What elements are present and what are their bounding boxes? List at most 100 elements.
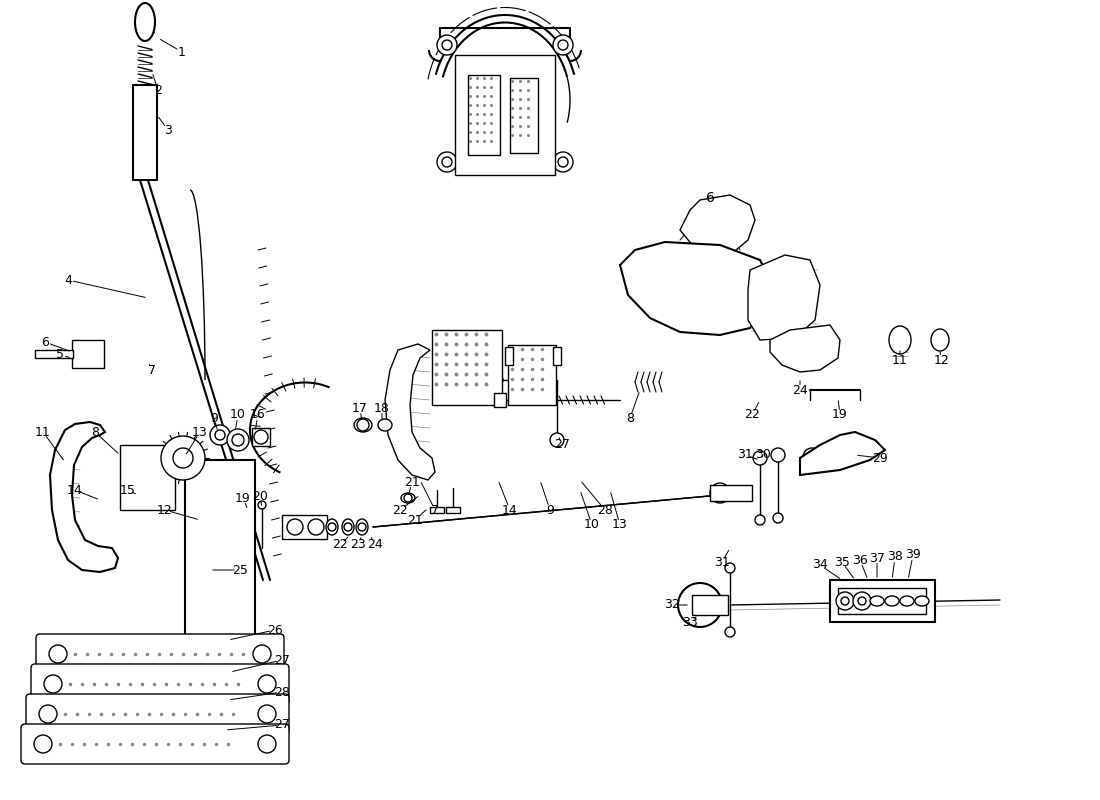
Circle shape	[344, 523, 352, 531]
Bar	[510, 78, 538, 153]
Ellipse shape	[402, 493, 415, 503]
Text: 21: 21	[407, 514, 422, 526]
Ellipse shape	[342, 519, 354, 535]
Bar	[430, 507, 444, 513]
Circle shape	[192, 582, 204, 594]
Bar	[72, 340, 104, 368]
Circle shape	[192, 617, 204, 629]
Text: 19: 19	[235, 491, 251, 505]
Circle shape	[173, 448, 192, 468]
Circle shape	[254, 430, 268, 444]
Text: 24: 24	[367, 538, 383, 551]
Bar	[185, 460, 255, 640]
Text: 25: 25	[232, 563, 248, 577]
Ellipse shape	[326, 519, 338, 535]
Text: 16: 16	[250, 409, 266, 422]
Bar	[553, 347, 561, 365]
Circle shape	[358, 523, 366, 531]
Text: 38: 38	[887, 550, 903, 563]
Text: 21: 21	[404, 475, 420, 489]
Circle shape	[437, 152, 456, 172]
Ellipse shape	[889, 326, 911, 354]
Circle shape	[192, 547, 204, 559]
Polygon shape	[385, 344, 435, 480]
Text: 22: 22	[392, 503, 408, 517]
Circle shape	[553, 35, 573, 55]
Circle shape	[437, 35, 456, 55]
FancyBboxPatch shape	[21, 724, 289, 764]
Text: 31: 31	[737, 449, 752, 462]
Text: 33: 33	[682, 617, 697, 630]
Text: 7: 7	[431, 503, 439, 517]
Circle shape	[558, 157, 568, 167]
Text: 35: 35	[834, 555, 850, 569]
Text: 28: 28	[597, 503, 613, 517]
Circle shape	[715, 488, 725, 498]
Text: 1: 1	[178, 46, 186, 58]
Circle shape	[836, 592, 854, 610]
Text: 18: 18	[374, 402, 389, 414]
Circle shape	[678, 583, 722, 627]
Bar	[468, 75, 500, 155]
Text: 9: 9	[210, 411, 218, 425]
Ellipse shape	[870, 596, 884, 606]
Circle shape	[725, 627, 735, 637]
Ellipse shape	[900, 596, 914, 606]
Text: 12: 12	[157, 503, 173, 517]
Circle shape	[442, 157, 452, 167]
Text: 27: 27	[554, 438, 570, 451]
Circle shape	[852, 592, 871, 610]
Ellipse shape	[356, 519, 369, 535]
Text: 11: 11	[892, 354, 907, 366]
Circle shape	[553, 152, 573, 172]
Polygon shape	[680, 195, 755, 258]
Bar	[35, 350, 73, 358]
Circle shape	[243, 545, 253, 555]
Text: 4: 4	[64, 274, 72, 286]
Text: 26: 26	[267, 623, 283, 637]
Text: 20: 20	[252, 490, 268, 502]
Text: 24: 24	[792, 383, 807, 397]
Text: 30: 30	[755, 449, 771, 462]
Circle shape	[442, 40, 452, 50]
Text: 10: 10	[230, 409, 246, 422]
Text: 8: 8	[91, 426, 99, 438]
Text: 13: 13	[192, 426, 208, 438]
Circle shape	[842, 597, 849, 605]
Circle shape	[308, 519, 324, 535]
Bar	[830, 580, 935, 622]
Polygon shape	[800, 432, 886, 475]
FancyBboxPatch shape	[36, 634, 284, 674]
Ellipse shape	[354, 418, 372, 432]
Polygon shape	[748, 255, 820, 340]
Bar	[505, 347, 513, 365]
Text: 6: 6	[41, 335, 48, 349]
Bar	[432, 330, 502, 405]
Text: 27: 27	[274, 718, 290, 731]
Polygon shape	[50, 422, 118, 572]
Text: 39: 39	[905, 549, 921, 562]
Circle shape	[328, 523, 336, 531]
Text: 10: 10	[584, 518, 600, 531]
Circle shape	[192, 512, 204, 524]
Text: 12: 12	[934, 354, 950, 366]
Text: 5: 5	[56, 349, 64, 362]
FancyBboxPatch shape	[31, 664, 289, 704]
Text: 36: 36	[852, 554, 868, 566]
Circle shape	[558, 40, 568, 50]
Circle shape	[858, 597, 866, 605]
Text: 29: 29	[872, 451, 888, 465]
Text: 23: 23	[350, 538, 366, 551]
Polygon shape	[660, 255, 764, 320]
Text: 17: 17	[352, 402, 367, 414]
Bar	[282, 515, 327, 539]
Circle shape	[232, 434, 244, 446]
FancyBboxPatch shape	[26, 694, 289, 734]
Ellipse shape	[931, 329, 949, 351]
Ellipse shape	[135, 3, 155, 41]
Circle shape	[493, 375, 503, 385]
Text: 22: 22	[744, 409, 760, 422]
Bar	[508, 345, 556, 405]
Text: 14: 14	[502, 503, 518, 517]
Ellipse shape	[915, 596, 930, 606]
